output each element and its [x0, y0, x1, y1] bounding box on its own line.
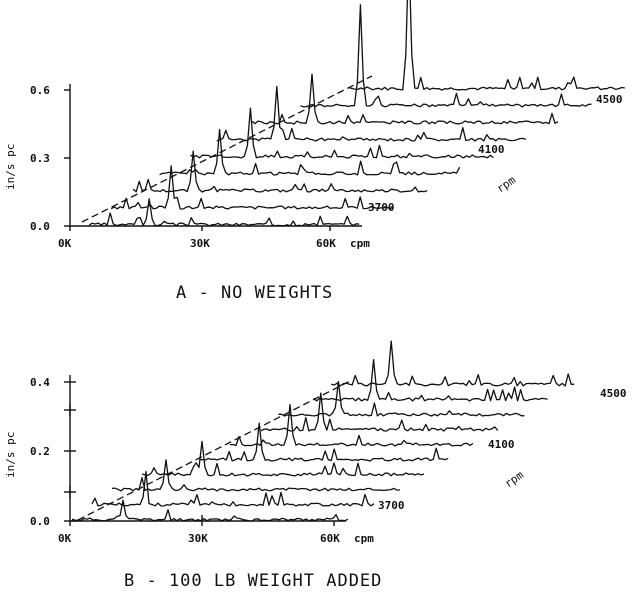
panel-b-xtick-60k: 60K — [320, 532, 340, 545]
panel-a-xtick-60k: 60K — [316, 237, 336, 250]
panel-b-speed-axis-label: rpm — [502, 468, 526, 490]
trace-3800-rpm — [91, 470, 375, 507]
trace-3800-rpm — [110, 165, 394, 210]
panel-b-axes — [69, 375, 346, 522]
panel-a-x-ticks — [69, 226, 331, 231]
panel-a-speed-label-4500: 4500 — [596, 93, 623, 106]
panel-a-envelope-line — [81, 75, 373, 223]
panel-a-xtick-0k: 0K — [58, 237, 72, 250]
panel-a-y-axis-label: in/s pc — [4, 144, 17, 190]
panel-b-ytick-top: 0.4 — [30, 376, 50, 389]
panel-b-traces — [71, 340, 575, 522]
trace-4600-rpm — [331, 340, 575, 387]
trace-4500-rpm — [313, 358, 548, 402]
panel-a-speed-label-3700: 3700 — [368, 201, 395, 214]
trace-4000-rpm — [141, 440, 425, 477]
trace-4200-rpm — [229, 403, 474, 447]
trace-4100-rpm — [199, 422, 449, 462]
panel-b-speed-label-4500: 4500 — [600, 387, 627, 400]
trace-3900-rpm — [111, 459, 401, 492]
panel-b-minor-marks — [64, 404, 76, 498]
panel-a: in/s pc 0.6 0.3 0.0 0K 30K 60K cpm 3700 … — [4, 0, 625, 303]
panel-b-xtick-0k: 0K — [58, 532, 72, 545]
panel-b-envelope-line — [77, 379, 353, 521]
panel-b-y-axis-label: in/s pc — [4, 432, 17, 478]
trace-4000-rpm — [159, 128, 461, 176]
panel-b-ytick-bottom: 0.0 — [30, 515, 50, 528]
trace-3700-rpm — [71, 499, 349, 522]
panel-b-ytick-mid: 0.2 — [30, 445, 50, 458]
panel-b: in/s pc 0.4 0.2 0.0 0K 30K 60K cpm 3700 … — [4, 340, 627, 591]
panel-b-x-unit: cpm — [354, 532, 374, 545]
trace-4500-rpm — [348, 0, 625, 91]
trace-4100-rpm — [190, 107, 494, 159]
panel-a-ytick-bottom: 0.0 — [30, 220, 50, 233]
trace-4300-rpm — [260, 392, 499, 432]
panel-a-x-unit: cpm — [350, 237, 370, 250]
panel-b-speed-label-3700: 3700 — [378, 499, 405, 512]
trace-3700-rpm — [88, 198, 360, 227]
panel-b-xtick-30k: 30K — [188, 532, 208, 545]
panel-a-ytick-mid: 0.3 — [30, 152, 50, 165]
panel-a-y-ticks — [64, 89, 70, 227]
panel-a-xtick-30k: 30K — [190, 237, 210, 250]
panel-b-caption: B - 100 LB WEIGHT ADDED — [124, 571, 382, 591]
panel-a-caption: A - NO WEIGHTS — [176, 283, 333, 303]
trace-4200-rpm — [216, 85, 527, 142]
trace-4400-rpm — [300, 4, 592, 108]
panel-b-speed-label-4100: 4100 — [488, 438, 515, 451]
panel-a-ytick-top: 0.6 — [30, 84, 50, 97]
trace-3900-rpm — [132, 150, 428, 193]
panel-a-traces — [88, 0, 625, 227]
panel-a-speed-label-4100: 4100 — [478, 143, 505, 156]
trace-4400-rpm — [278, 380, 525, 417]
trace-4300-rpm — [251, 73, 559, 125]
panel-a-speed-axis-label: rpm — [494, 173, 518, 195]
